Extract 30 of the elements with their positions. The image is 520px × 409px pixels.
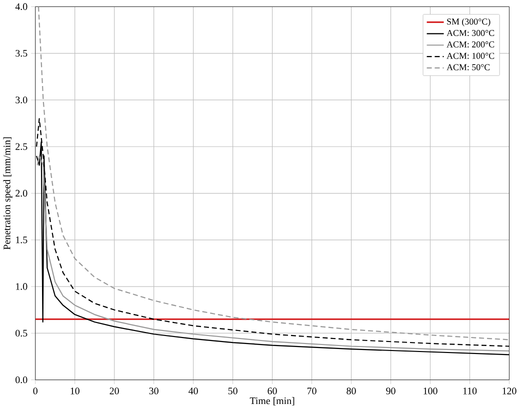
x-tick-label: 110 bbox=[463, 388, 477, 394]
legend-label: ACM: 50°C bbox=[446, 64, 490, 70]
x-tick-label: 40 bbox=[188, 388, 198, 394]
x-tick-label: 70 bbox=[307, 388, 316, 394]
y-tick-label: 4.0 bbox=[15, 3, 28, 10]
x-tick-label: 30 bbox=[149, 388, 158, 394]
y-tick-label: 2.5 bbox=[16, 143, 28, 150]
legend-label: ACM: 100°C bbox=[446, 52, 494, 60]
x-axis-title: Time [min] bbox=[250, 397, 294, 406]
x-tick-label: 120 bbox=[502, 388, 516, 394]
x-tick-label: 100 bbox=[424, 388, 438, 394]
line-series bbox=[38, 6, 510, 340]
y-tick-label: 3.5 bbox=[16, 50, 28, 57]
y-tick-label: 0.5 bbox=[16, 330, 28, 337]
y-tick-label: 1.0 bbox=[16, 283, 28, 290]
x-tick-label: 20 bbox=[110, 388, 119, 394]
x-tick-label: 0 bbox=[33, 388, 38, 394]
y-tick-label: 3.0 bbox=[16, 96, 28, 104]
y-tick-label: 2.0 bbox=[16, 190, 28, 197]
x-tick-label: 10 bbox=[70, 388, 80, 394]
x-tick-label: 80 bbox=[346, 388, 356, 394]
y-tick-label: 0.0 bbox=[16, 376, 28, 384]
legend-label: ACM: 300°C bbox=[446, 30, 494, 36]
x-tick-label: 60 bbox=[268, 388, 277, 394]
x-tick-label: 90 bbox=[386, 388, 396, 394]
legend-label: SM (300°C) bbox=[447, 18, 490, 27]
y-tick-label: 1.5 bbox=[16, 236, 28, 244]
y-axis-title: Penetration speed [mm/min] bbox=[3, 138, 12, 250]
legend-label: ACM: 200°C bbox=[446, 42, 494, 48]
x-tick-label: 50 bbox=[228, 388, 238, 394]
